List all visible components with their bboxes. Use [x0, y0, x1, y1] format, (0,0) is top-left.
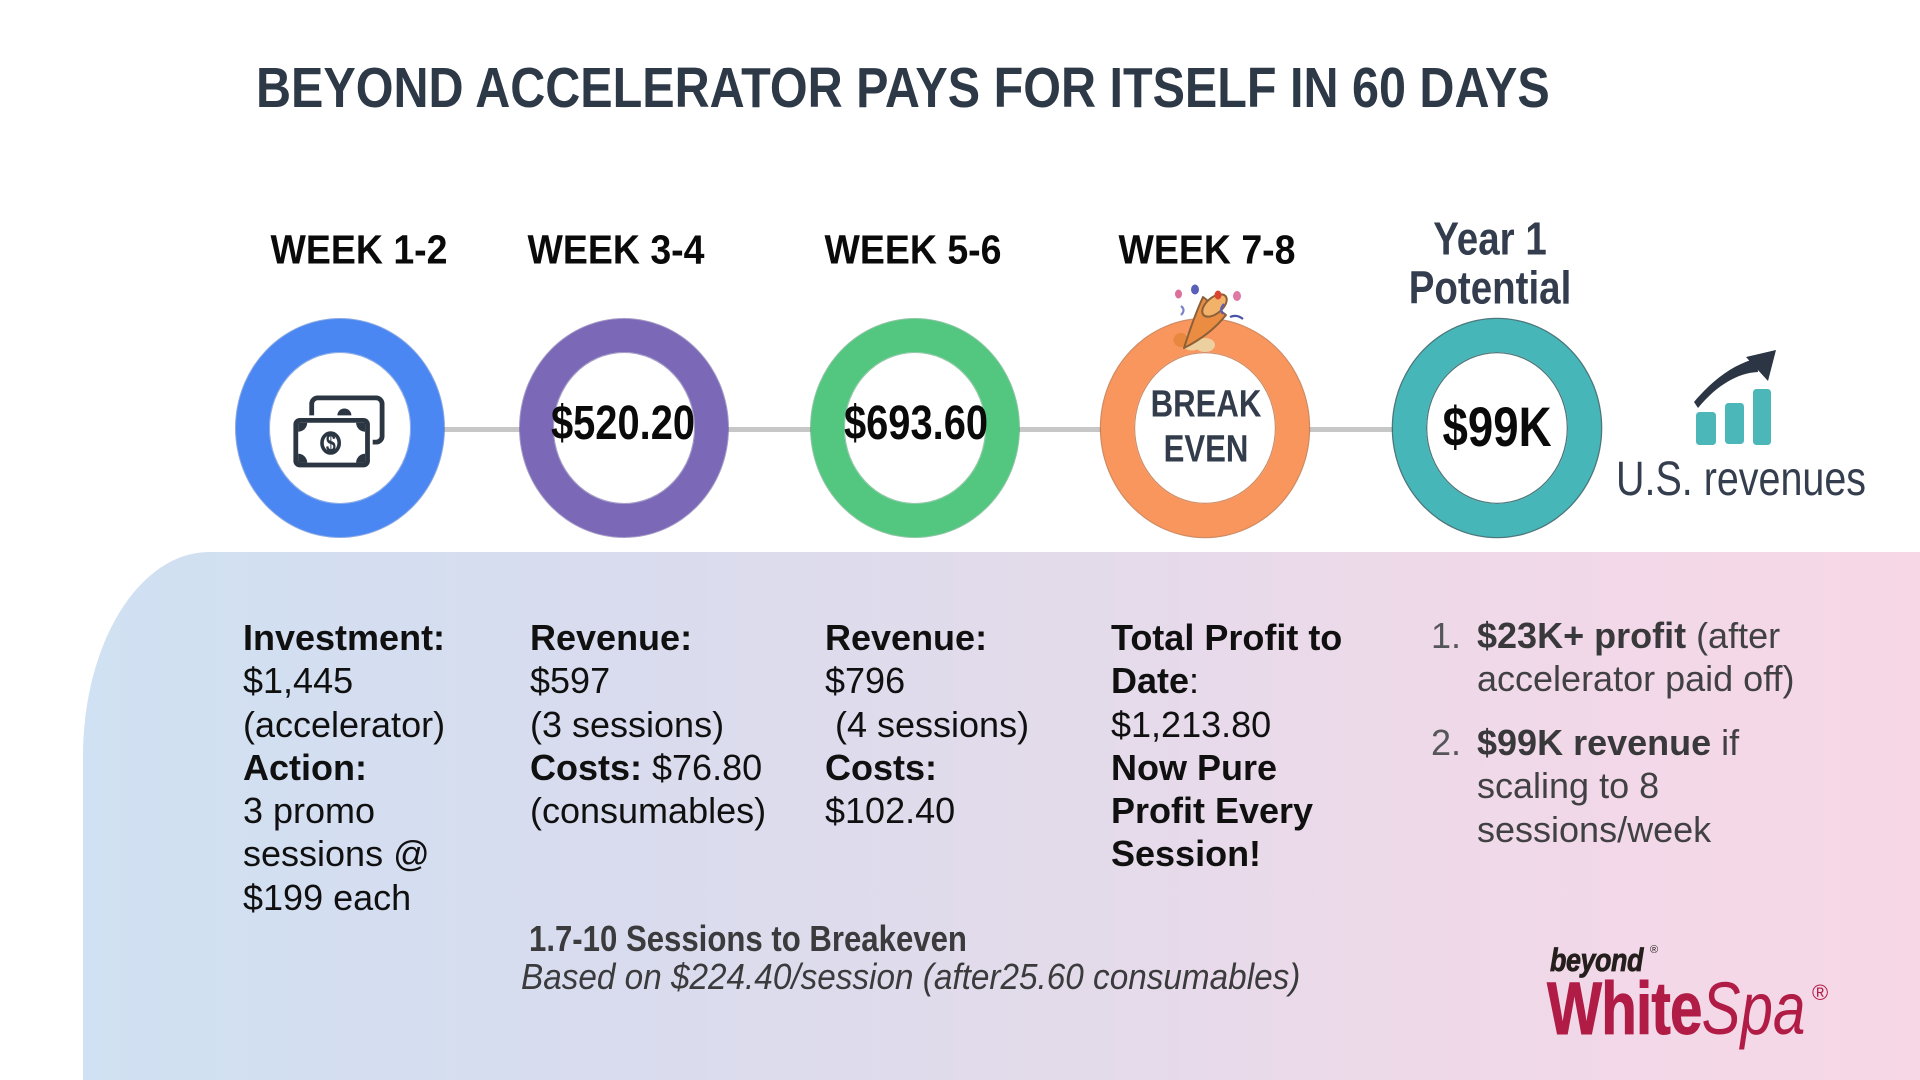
svg-text:$: $ — [326, 427, 336, 458]
